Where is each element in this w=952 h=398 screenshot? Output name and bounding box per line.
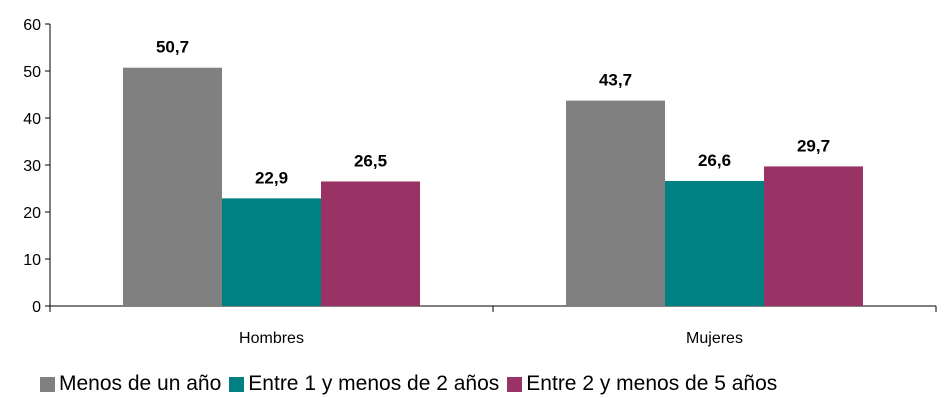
bar (665, 180, 764, 306)
data-label: 26,6 (698, 151, 731, 170)
legend-swatch (507, 376, 523, 392)
bar (222, 198, 321, 306)
y-tick-label: 50 (23, 64, 41, 81)
y-tick-label: 0 (32, 299, 41, 316)
legend-label: Entre 1 y menos de 2 años (248, 372, 500, 395)
data-label: 43,7 (599, 71, 632, 90)
bars (123, 67, 863, 307)
y-tick-label: 10 (23, 252, 41, 269)
legend-item: Entre 1 y menos de 2 años (229, 372, 499, 396)
bar (764, 166, 863, 306)
y-tick-label: 20 (23, 205, 41, 222)
legend: Menos de un año Entre 1 y menos de 2 años… (40, 370, 785, 398)
x-category-label: Hombres (239, 330, 304, 347)
bar-chart: 0 10 20 30 40 50 60 50,7 22,9 26,5 Hombres 43,7 26,… (23, 17, 937, 347)
y-tick-label: 40 (23, 111, 41, 128)
legend-item: Menos de un año (40, 372, 221, 396)
legend-label: Menos de un año (59, 372, 222, 395)
labels: 50,7 22,9 26,5 Hombres 43,7 26,6 29,7 Mujeres (156, 38, 830, 347)
y-tick-label: 30 (23, 158, 41, 175)
data-label: 50,7 (156, 38, 189, 57)
data-label: 26,5 (354, 151, 387, 170)
legend-swatch (40, 376, 55, 392)
legend-swatch (229, 376, 245, 392)
x-category-label: Mujeres (686, 330, 743, 347)
bar (123, 67, 222, 307)
legend-label: Entre 2 y menos de 5 años (526, 372, 778, 395)
bar (566, 100, 665, 306)
legend-item: Entre 2 y menos de 5 años (507, 372, 777, 396)
y-tick-label: 60 (23, 17, 41, 34)
data-label: 29,7 (797, 136, 830, 155)
bar (321, 181, 420, 306)
data-label: 22,9 (255, 168, 288, 187)
